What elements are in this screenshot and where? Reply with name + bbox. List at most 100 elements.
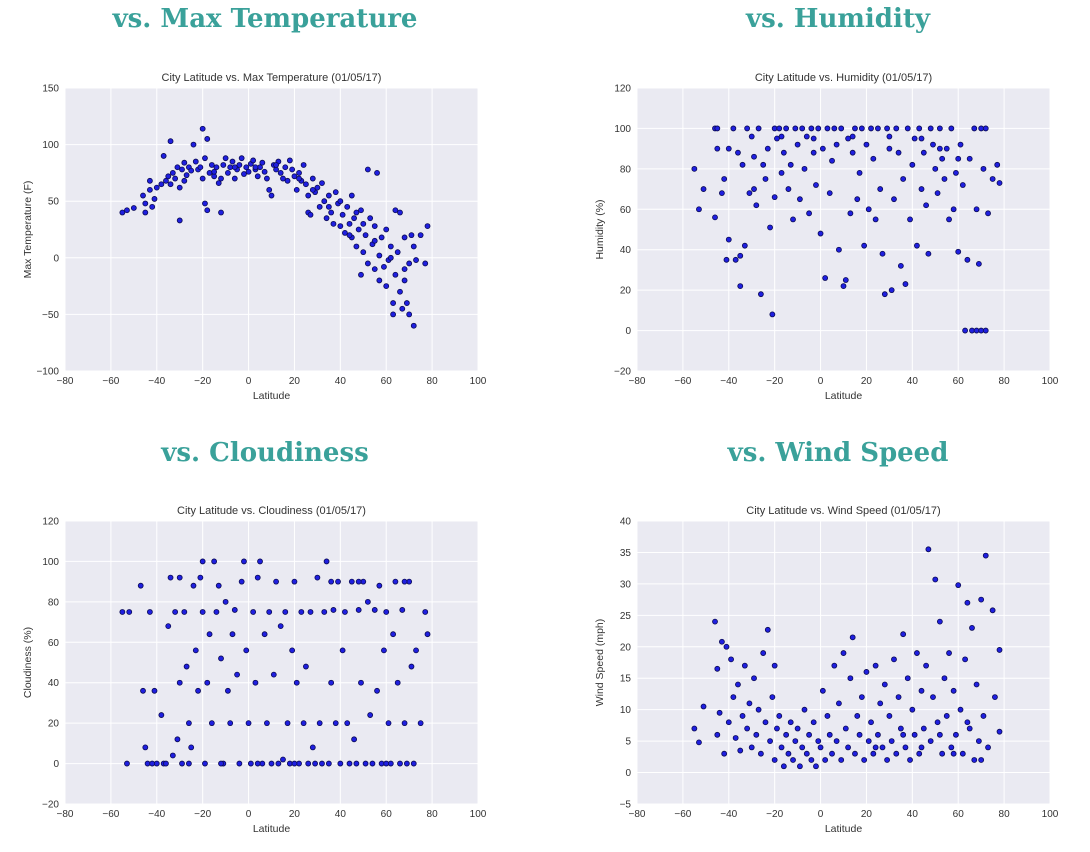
data-point — [353, 243, 360, 250]
data-point — [790, 216, 796, 223]
data-point — [918, 186, 925, 192]
data-point — [163, 177, 169, 184]
data-point — [410, 760, 417, 767]
data-point — [238, 578, 245, 585]
data-point — [735, 681, 741, 688]
data-point — [831, 125, 838, 132]
data-point — [728, 656, 734, 663]
data-point — [918, 744, 925, 751]
data-point — [199, 609, 206, 615]
x-tick-label: 100 — [1042, 809, 1059, 820]
data-point — [231, 607, 238, 613]
data-point — [989, 176, 996, 182]
data-point — [213, 164, 220, 171]
data-point — [371, 223, 378, 230]
data-point — [332, 720, 339, 727]
chart-latitude-vs-humidity: −80 −60 −40 −20 0 20 40 60 80 100 −20 0 20 40 60 80 100 1… — [594, 72, 1059, 402]
data-point — [875, 125, 881, 132]
data-point — [911, 731, 918, 738]
data-point — [328, 679, 335, 686]
data-point — [307, 609, 314, 615]
data-point — [794, 141, 801, 148]
data-point — [199, 125, 206, 132]
data-point — [252, 164, 259, 171]
data-point — [792, 738, 799, 745]
data-point — [881, 291, 888, 298]
data-point — [351, 215, 358, 222]
x-tick-label: 60 — [381, 809, 393, 820]
data-point — [950, 206, 957, 213]
data-point — [163, 760, 169, 767]
data-point — [146, 609, 153, 615]
data-point — [868, 125, 874, 132]
data-point — [732, 256, 739, 263]
data-point — [764, 626, 771, 633]
data-point — [176, 679, 183, 686]
data-point — [364, 598, 371, 605]
data-point — [838, 757, 845, 763]
data-point — [390, 631, 397, 638]
data-point — [392, 271, 399, 278]
data-point — [895, 149, 902, 156]
data-point — [925, 546, 932, 553]
data-point — [323, 558, 330, 565]
x-tick-label: −60 — [674, 376, 691, 387]
data-point — [932, 576, 939, 583]
data-point — [254, 173, 261, 180]
data-point — [803, 750, 810, 757]
data-point — [413, 257, 419, 263]
data-point — [764, 145, 771, 152]
data-point — [725, 236, 732, 243]
data-point — [856, 169, 863, 176]
y-tick-label: 80 — [620, 164, 632, 175]
data-point — [865, 206, 872, 213]
data-point — [787, 161, 794, 168]
data-point — [780, 149, 787, 156]
data-point — [778, 133, 785, 140]
data-point — [888, 738, 895, 745]
data-point — [879, 744, 886, 751]
data-point — [884, 757, 890, 763]
data-point — [390, 311, 397, 318]
x-axis-label: Latitude — [253, 390, 291, 402]
data-point — [900, 731, 907, 738]
data-point — [355, 578, 362, 585]
data-point — [348, 578, 355, 585]
data-point — [962, 327, 969, 334]
chart-latitude-vs-cloudiness: −80 −60 −40 −20 0 20 40 60 80 100 −20 0 20 40 60 80 100 1… — [22, 505, 487, 835]
data-point — [374, 687, 380, 694]
data-point — [309, 175, 316, 182]
data-point — [718, 638, 725, 645]
data-point — [130, 205, 137, 211]
data-point — [959, 182, 966, 188]
data-point — [284, 720, 291, 727]
data-point — [254, 760, 261, 767]
data-point — [328, 578, 335, 585]
data-point — [309, 744, 316, 751]
x-tick-label: 20 — [861, 809, 873, 820]
data-point — [982, 125, 989, 132]
data-point — [696, 206, 702, 213]
y-tick-label: 10 — [620, 705, 632, 716]
data-point — [930, 694, 936, 700]
data-point — [897, 262, 904, 269]
data-point — [833, 738, 840, 745]
data-point — [353, 209, 360, 216]
data-point — [229, 158, 236, 165]
data-point — [401, 578, 408, 585]
data-point — [696, 739, 702, 746]
data-point — [978, 757, 985, 763]
x-tick-label: 80 — [427, 376, 439, 387]
data-point — [985, 210, 991, 217]
y-tick-label: 120 — [614, 84, 631, 95]
x-tick-label: 40 — [335, 376, 347, 387]
data-point — [893, 125, 900, 132]
data-point — [934, 190, 941, 197]
panel-cloudiness: vs. Cloudiness −80 −60 −40 −20 0 20 40 60 80 100−… — [0, 426, 545, 852]
data-point — [422, 260, 429, 267]
panel-humidity: vs. Humidity −80 −60 −40 −20 0 20 40 60 80 100 −20… — [545, 0, 1090, 426]
data-point — [376, 252, 383, 259]
data-point — [179, 760, 185, 767]
data-point — [845, 135, 851, 142]
data-point — [735, 149, 741, 156]
